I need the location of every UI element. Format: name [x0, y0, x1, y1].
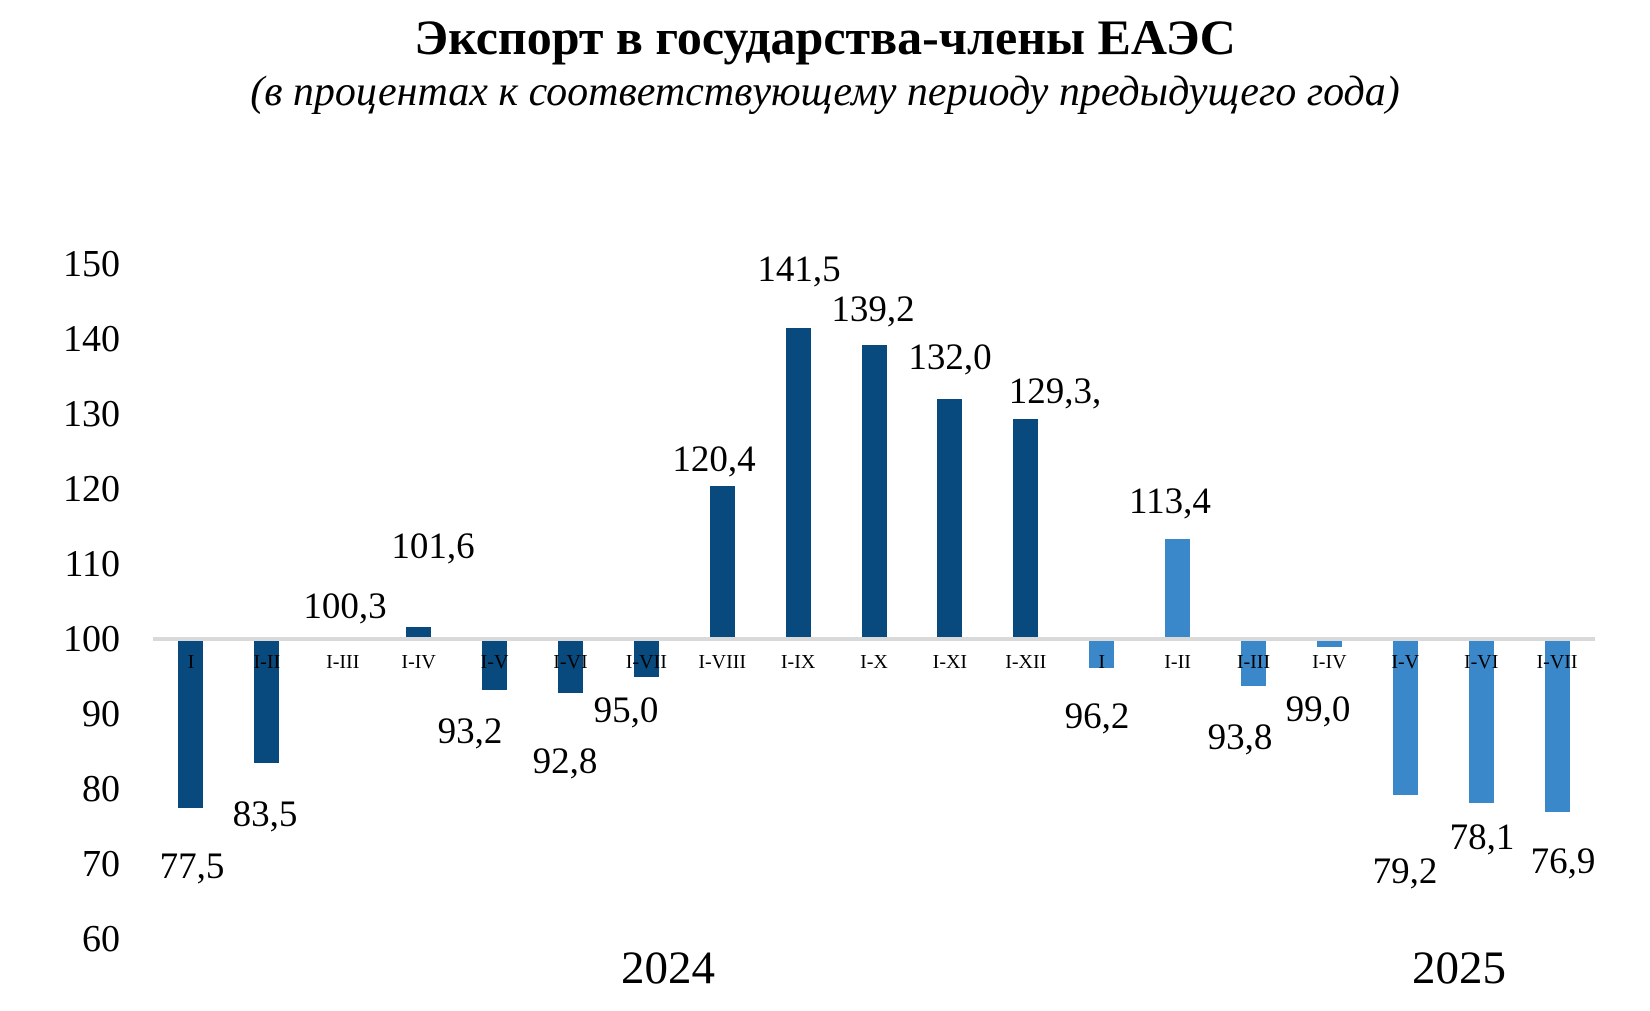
category-label-2024-I-XII: I-XII: [1005, 651, 1047, 673]
data-label-2024-I-VI: 92,8: [532, 741, 598, 782]
y-axis-tick-label: 70: [82, 843, 120, 885]
y-axis-tick-label: 80: [82, 768, 120, 810]
data-label-2024-I-V: 93,2: [437, 711, 503, 752]
y-axis-tick-label: 90: [82, 693, 120, 735]
data-label-2024-I-VIII: 120,4: [672, 439, 756, 480]
bar-2024-I-XI: [937, 399, 963, 639]
data-label-2024-I-IV: 101,6: [391, 526, 475, 567]
data-label-2024-I: 77,5: [159, 846, 225, 887]
bar-2024-I-II: [254, 639, 280, 763]
category-label-2025-I-II: I-II: [1164, 651, 1191, 673]
data-label-2024-I-XI: 132,0: [908, 337, 992, 378]
category-label-2024-I-X: I-X: [860, 651, 888, 673]
bar-2024-I-IV: [406, 627, 432, 639]
bar-2024-I-X: [861, 345, 887, 639]
category-label-2024-I-III: I-III: [326, 651, 360, 673]
category-label-2025-I: I: [1098, 651, 1105, 673]
category-label-2024-I-IX: I-IX: [780, 651, 816, 673]
bar-2025-I-VII: [1544, 639, 1570, 813]
bar-2025-I-IV: [1316, 639, 1342, 647]
data-label-2024-I-XII: 129,3,: [1008, 371, 1102, 412]
category-label-2024-I-VII: I-VII: [625, 651, 667, 673]
category-label-2025-I-VI: I-VI: [1463, 651, 1499, 673]
baseline-axis: [153, 637, 1595, 641]
category-label-2024-I-XI: I-XI: [932, 651, 968, 673]
y-axis-tick-label: 100: [63, 618, 120, 660]
category-label-2024-I-V: I-V: [480, 651, 509, 673]
data-label-2025-I-II: 113,4: [1129, 481, 1211, 522]
category-label-2024-I: I: [187, 651, 195, 673]
bar-2024-I-XII: [1013, 419, 1039, 639]
category-label-2024-I-VIII: I-VIII: [698, 651, 747, 673]
bar-2024-I-VII: [633, 639, 659, 677]
data-label-2024-I-III: 100,3: [303, 586, 387, 627]
y-axis-tick-label: 60: [82, 918, 120, 960]
bar-2025-I-VI: [1468, 639, 1494, 804]
chart-title: Экспорт в государства-члены ЕАЭС: [414, 9, 1236, 65]
bar-2024-I: [178, 639, 204, 808]
y-axis-tick-label: 130: [63, 393, 120, 435]
y-axis-tick-label: 150: [63, 243, 120, 285]
bar-2024-I-V: [482, 639, 508, 690]
data-label-2025-I-III: 93,8: [1207, 717, 1273, 758]
year-label-2024: 2024: [621, 942, 715, 994]
data-label-2025-I-VII: 76,9: [1530, 841, 1596, 882]
category-label-2025-I-VII: I-VII: [1536, 651, 1578, 673]
bar-2025-I-III: [1240, 639, 1266, 686]
data-label-2024-I-VII: 95,0: [593, 690, 659, 731]
y-axis-tick-label: 140: [63, 318, 120, 360]
category-label-2025-I-III: I-III: [1236, 651, 1271, 673]
category-label-2025-I-V: I-V: [1391, 651, 1420, 673]
y-axis-tick-label: 120: [63, 468, 120, 510]
data-label-2025-I-IV: 99,0: [1285, 689, 1351, 730]
data-label-2025-I-VI: 78,1: [1449, 817, 1515, 858]
category-label-2025-I-IV: I-IV: [1312, 651, 1347, 673]
category-label-2024-I-II: I-II: [253, 651, 281, 673]
chart-subtitle: (в процентах к соответствующему периоду …: [250, 69, 1400, 115]
category-label-2024-I-IV: I-IV: [401, 651, 436, 673]
y-axis-tick-label: 110: [64, 543, 120, 585]
bar-2024-I-VI: [557, 639, 583, 693]
bar-2025-I-V: [1392, 639, 1418, 795]
bar-2025-I-II: [1165, 538, 1191, 639]
data-label-2025-I-V: 79,2: [1372, 851, 1438, 892]
data-label-2024-I-IX: 141,5: [757, 249, 841, 290]
category-label-2024-I-VI: I-VI: [553, 651, 588, 673]
year-label-2025: 2025: [1412, 942, 1506, 994]
data-label-2025-I: 96,2: [1064, 696, 1130, 737]
bar-2024-I-IX: [785, 327, 811, 639]
data-label-2024-I-X: 139,2: [831, 289, 915, 330]
bar-2024-I-VIII: [709, 486, 735, 639]
bar-2025-I: [1089, 639, 1115, 668]
data-label-2024-I-II: 83,5: [232, 794, 298, 835]
